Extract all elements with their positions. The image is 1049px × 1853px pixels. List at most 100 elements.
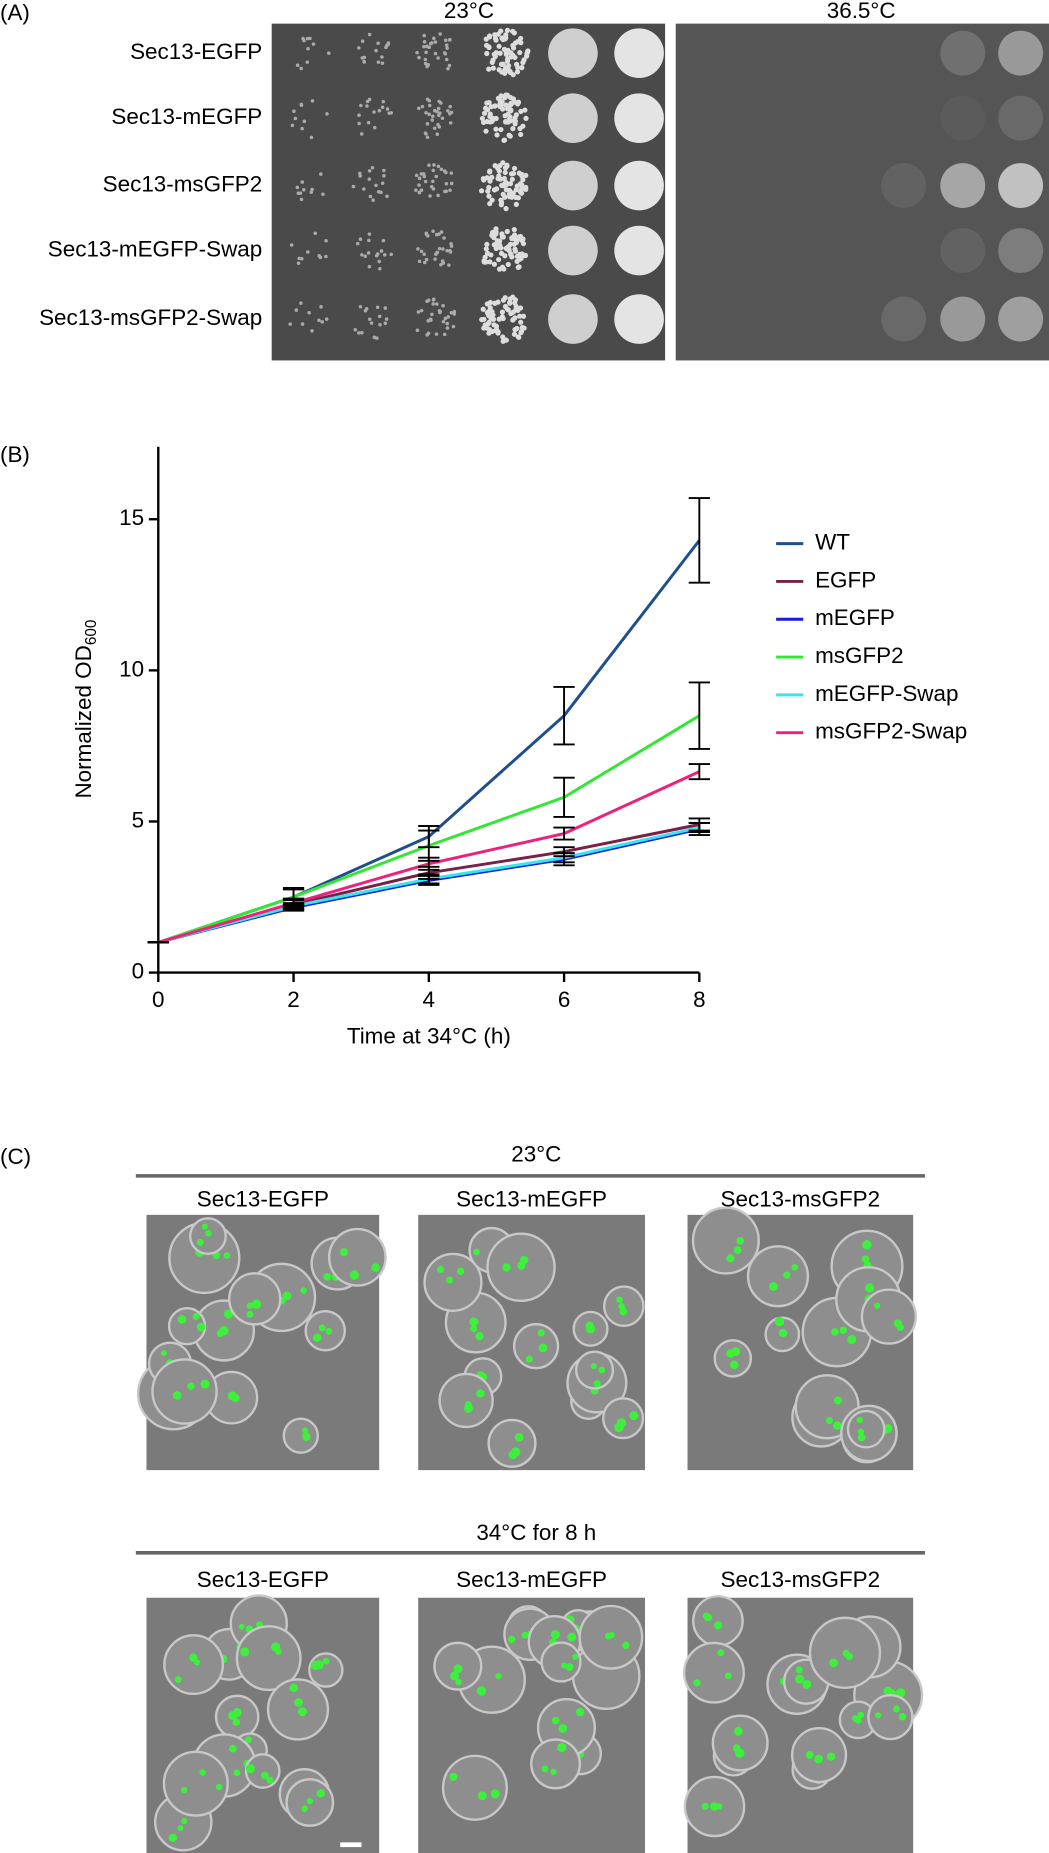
colony [446,109,450,113]
gfp-dot [709,1802,719,1811]
colony-spot [940,163,986,208]
gfp-dot [318,1324,326,1332]
colony-spot [548,225,598,276]
colony [385,107,390,111]
colony [486,330,492,336]
error-bar [418,856,440,871]
colony [516,334,522,340]
gfp-dot [861,1255,870,1264]
colony [518,131,524,138]
gfp-dot [476,1389,485,1398]
image-label: Sec13-mEGFP [456,1187,607,1212]
micrographs: 23°C Sec13-EGFP Sec13-mEGFP Sec13-msGFP2 34°… [135,1142,925,1853]
colony [448,121,453,125]
gfp-dot [805,1751,814,1759]
colony [295,63,300,67]
colony [513,201,519,207]
gfp-dot [196,1322,206,1332]
colony [449,181,454,186]
gfp-dot [289,1683,298,1693]
colony [508,50,514,56]
colony [444,181,449,186]
colony [425,44,429,49]
colony [417,55,421,60]
colony [416,106,421,111]
gfp-dot [449,1772,458,1781]
panel-label: (C) [0,1144,31,1169]
colony [500,160,506,166]
colony-spot [998,30,1044,76]
cell [163,1634,225,1696]
plate [675,23,1049,361]
colony [431,168,436,173]
colony [523,184,529,191]
colony [483,36,489,42]
colony [300,322,305,326]
colony [480,306,486,312]
colony [503,50,509,56]
colony [519,324,525,331]
colony [436,164,441,169]
chart: 0 5 10 15 0 2 4 6 8 Time at 34°C (h) Normalized OD… [71,446,967,1049]
colony [483,246,489,252]
x-tick-label: 4 [423,987,435,1012]
gfp-dot [826,1752,836,1761]
colony [525,48,531,54]
colony [447,63,452,68]
panel-label: (A) [0,0,30,25]
colony [426,63,431,67]
error-bar [688,497,710,584]
colony [363,254,368,258]
colony [523,115,529,121]
y-tick-label: 10 [119,656,144,681]
colony [514,258,520,265]
image-label: Sec13-EGFP [197,1567,329,1592]
colony [378,266,382,271]
cell [266,1678,330,1741]
gfp-dot [862,1240,872,1250]
colony [424,231,429,236]
colony [498,102,504,108]
colony [514,69,521,75]
colony [436,193,440,198]
gfp-dot [189,1653,198,1662]
colony [299,102,304,107]
colony [441,304,445,308]
legend-label: msGFP2 [815,643,903,668]
colony [511,241,517,247]
colony [507,194,513,200]
colony [422,33,426,38]
gfp-dot [312,1333,322,1342]
colony-spot [548,28,598,78]
colony [486,184,492,191]
colony [493,229,499,235]
gfp-dot [495,1673,502,1680]
colony [509,236,515,242]
colony [452,309,457,314]
gfp-dot [726,1254,735,1263]
colony [310,329,314,333]
colony [497,50,503,56]
colony [377,314,382,319]
gfp-dot [551,1716,560,1725]
gfp-dot [177,1314,187,1324]
colony [492,32,498,38]
colony [499,309,506,315]
gfp-dot [898,1712,907,1721]
colony [502,295,508,301]
gfp-dot [168,1833,178,1842]
colony [494,238,500,244]
colony [504,181,510,188]
gfp-dot [251,1299,262,1309]
colony [374,183,378,188]
gfp-dot [464,1403,473,1413]
colony [435,109,439,114]
gfp-dot [266,1776,274,1784]
colony [302,188,306,192]
gfp-dot [567,1632,577,1642]
gfp-dot [724,1672,732,1680]
cell [530,1738,582,1790]
colony [505,307,511,313]
gfp-dot [229,1744,237,1753]
gfp-dot [246,1302,254,1309]
